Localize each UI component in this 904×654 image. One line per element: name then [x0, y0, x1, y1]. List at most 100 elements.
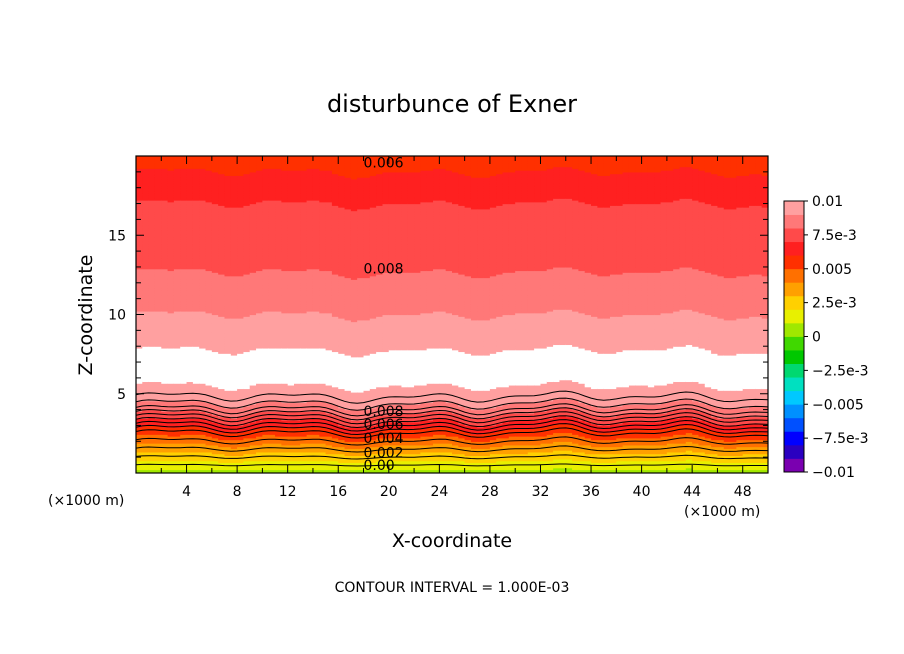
field-cell	[180, 180, 188, 184]
field-cell	[186, 245, 194, 249]
field-cell	[268, 222, 276, 226]
field-cell	[300, 346, 308, 349]
field-cell	[275, 374, 282, 377]
field-cell	[306, 282, 314, 286]
field-cell	[300, 351, 308, 354]
field-cell	[230, 446, 238, 449]
field-cell	[268, 196, 276, 199]
field-cell	[136, 254, 143, 257]
field-cell	[243, 180, 251, 184]
field-cell	[287, 423, 295, 427]
field-cell	[243, 355, 251, 358]
field-cell	[154, 420, 162, 423]
field-cell	[180, 235, 188, 238]
field-cell	[287, 309, 295, 312]
field-cell	[224, 323, 232, 326]
field-cell	[173, 363, 181, 367]
field-cell	[294, 288, 301, 291]
field-cell	[256, 249, 263, 252]
field-cell	[249, 279, 257, 282]
field-cell	[224, 372, 232, 375]
field-cell	[262, 266, 270, 270]
field-cell	[287, 226, 295, 229]
field-cell	[256, 376, 263, 379]
field-cell	[167, 393, 175, 397]
field-cell	[173, 376, 181, 379]
field-cell	[294, 298, 301, 302]
field-cell	[243, 462, 251, 465]
field-cell	[186, 291, 194, 294]
field-cell	[243, 289, 251, 293]
field-cell	[268, 469, 276, 472]
field-cell	[237, 284, 245, 287]
field-cell	[281, 284, 289, 287]
field-cell	[136, 457, 143, 460]
field-cell	[275, 351, 282, 354]
field-cell	[154, 159, 162, 162]
field-cell	[211, 460, 219, 464]
field-cell	[167, 413, 175, 416]
field-cell	[205, 189, 213, 192]
field-cell	[268, 374, 276, 377]
field-cell	[281, 291, 289, 294]
field-cell	[148, 286, 156, 289]
field-cell	[287, 372, 295, 375]
field-cell	[167, 416, 175, 419]
field-cell	[294, 441, 301, 444]
field-cell	[148, 328, 156, 331]
field-cell	[192, 200, 200, 203]
field-cell	[275, 261, 282, 265]
field-cell	[300, 340, 308, 344]
field-cell	[237, 460, 245, 464]
field-cell	[199, 414, 207, 418]
field-cell	[161, 421, 169, 425]
field-cell	[281, 464, 289, 467]
field-cell	[249, 421, 257, 425]
field-cell	[211, 379, 219, 383]
field-cell	[148, 261, 156, 265]
field-cell	[186, 247, 194, 250]
field-cell	[154, 307, 162, 310]
field-cell	[262, 207, 270, 210]
field-cell	[287, 268, 295, 272]
field-cell	[224, 421, 232, 425]
field-cell	[148, 194, 156, 198]
field-cell	[205, 346, 213, 349]
field-cell	[186, 407, 194, 411]
field-cell	[294, 427, 301, 430]
field-cell	[281, 377, 289, 381]
field-cell	[300, 282, 308, 286]
field-cell	[224, 164, 232, 168]
field-cell	[287, 437, 295, 441]
field-cell	[249, 374, 257, 377]
field-cell	[218, 170, 226, 173]
field-cell	[237, 414, 245, 418]
field-cell	[275, 284, 282, 287]
field-cell	[287, 259, 295, 263]
field-cell	[262, 177, 270, 180]
field-cell	[161, 457, 169, 460]
field-cell	[268, 300, 276, 303]
field-cell	[142, 159, 150, 162]
field-cell	[205, 460, 213, 464]
field-cell	[294, 166, 301, 169]
field-cell	[230, 233, 238, 236]
field-cell	[294, 275, 301, 279]
field-cell	[249, 266, 257, 270]
field-cell	[180, 328, 188, 331]
field-cell	[167, 284, 175, 287]
field-cell	[199, 439, 207, 442]
field-cell	[205, 182, 213, 185]
field-cell	[262, 219, 270, 222]
field-cell	[294, 251, 301, 254]
field-cell	[205, 316, 213, 319]
field-cell	[192, 316, 200, 319]
field-cell	[186, 159, 194, 162]
field-cell	[211, 309, 219, 312]
field-cell	[136, 465, 143, 469]
field-cell	[218, 420, 226, 423]
field-cell	[136, 471, 143, 473]
field-cell	[173, 207, 181, 210]
field-cell	[249, 192, 257, 196]
field-cell	[173, 298, 181, 302]
